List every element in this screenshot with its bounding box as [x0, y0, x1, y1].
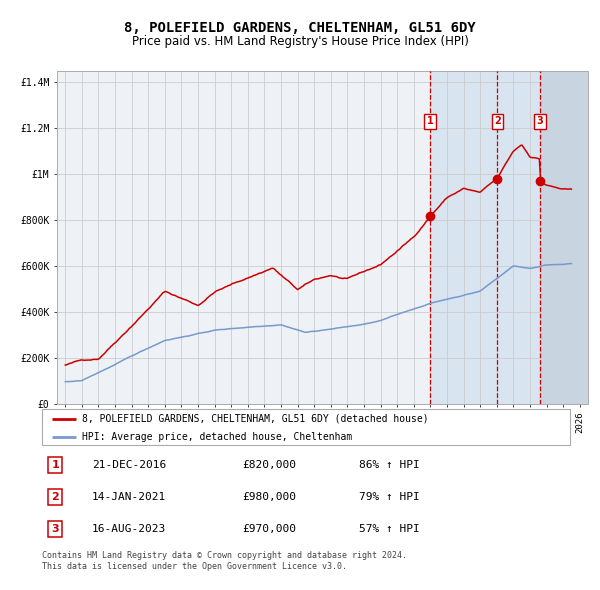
Text: 14-JAN-2021: 14-JAN-2021 — [92, 492, 166, 502]
Text: This data is licensed under the Open Government Licence v3.0.: This data is licensed under the Open Gov… — [42, 562, 347, 571]
Text: 8, POLEFIELD GARDENS, CHELTENHAM, GL51 6DY (detached house): 8, POLEFIELD GARDENS, CHELTENHAM, GL51 6… — [82, 414, 428, 424]
Text: HPI: Average price, detached house, Cheltenham: HPI: Average price, detached house, Chel… — [82, 432, 352, 442]
Text: 57% ↑ HPI: 57% ↑ HPI — [359, 524, 419, 534]
Text: 16-AUG-2023: 16-AUG-2023 — [92, 524, 166, 534]
Text: 3: 3 — [537, 116, 544, 126]
Text: £980,000: £980,000 — [242, 492, 296, 502]
Text: 8, POLEFIELD GARDENS, CHELTENHAM, GL51 6DY: 8, POLEFIELD GARDENS, CHELTENHAM, GL51 6… — [124, 21, 476, 35]
Text: 21-DEC-2016: 21-DEC-2016 — [92, 460, 166, 470]
Text: 3: 3 — [52, 524, 59, 534]
Text: 1: 1 — [427, 116, 433, 126]
Text: 79% ↑ HPI: 79% ↑ HPI — [359, 492, 419, 502]
Text: 1: 1 — [52, 460, 59, 470]
Text: £970,000: £970,000 — [242, 524, 296, 534]
Text: 2: 2 — [52, 492, 59, 502]
Text: 2: 2 — [494, 116, 501, 126]
Text: £820,000: £820,000 — [242, 460, 296, 470]
Bar — [430, 71, 588, 404]
Text: 86% ↑ HPI: 86% ↑ HPI — [359, 460, 419, 470]
Text: Price paid vs. HM Land Registry's House Price Index (HPI): Price paid vs. HM Land Registry's House … — [131, 35, 469, 48]
FancyBboxPatch shape — [42, 409, 570, 445]
Bar — [540, 71, 588, 404]
Text: Contains HM Land Registry data © Crown copyright and database right 2024.: Contains HM Land Registry data © Crown c… — [42, 551, 407, 560]
